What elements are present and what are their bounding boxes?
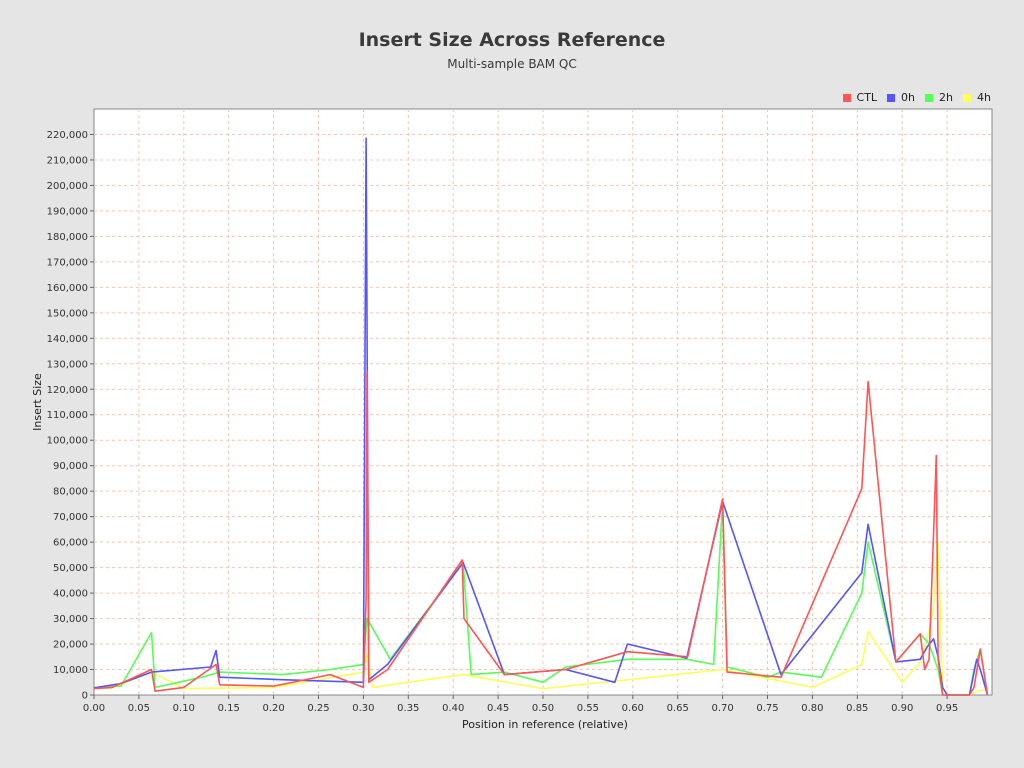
y-tick-label: 150,000 xyxy=(47,308,88,319)
x-tick-label: 0.30 xyxy=(352,703,374,714)
y-tick-label: 180,000 xyxy=(47,232,88,243)
legend-swatch-4h xyxy=(963,93,972,102)
grid-lines xyxy=(94,109,992,695)
y-tick-label: 120,000 xyxy=(47,385,88,396)
y-tick-label: 220,000 xyxy=(47,130,88,141)
x-tick-label: 0.45 xyxy=(487,703,509,714)
series-line-ctl xyxy=(93,370,989,696)
y-tick-label: 60,000 xyxy=(53,538,88,549)
x-tick-label: 0.65 xyxy=(667,703,689,714)
legend-item-0h: 0h xyxy=(887,91,915,104)
y-tick-label: 80,000 xyxy=(53,487,88,498)
x-tick-label: 0.55 xyxy=(577,703,599,714)
y-tick-label: 130,000 xyxy=(47,359,88,370)
x-tick-label: 0.85 xyxy=(846,703,868,714)
x-tick-label: 0.95 xyxy=(936,703,958,714)
y-tick-label: 50,000 xyxy=(53,563,88,574)
y-tick-label: 90,000 xyxy=(53,461,88,472)
y-tick-label: 200,000 xyxy=(47,181,88,192)
x-tick-label: 0.60 xyxy=(622,703,644,714)
x-axis-label: Position in reference (relative) xyxy=(462,718,628,731)
chart-title: Insert Size Across Reference xyxy=(358,29,666,51)
legend-label-ctl: CTL xyxy=(856,91,878,104)
x-tick-label: 0.25 xyxy=(307,703,329,714)
y-tick-label: 20,000 xyxy=(53,640,88,651)
chart-subtitle: Multi-sample BAM QC xyxy=(447,57,577,71)
legend-label-4h: 4h xyxy=(977,91,991,104)
y-axis: 0 10,000 20,000 30,000 40,000 50,000 60,000 70,… xyxy=(47,130,94,702)
x-tick-label: 0.40 xyxy=(442,703,464,714)
legend-item-4h: 4h xyxy=(963,91,991,104)
series-line-0h xyxy=(93,137,989,696)
x-tick-label: 0.35 xyxy=(397,703,419,714)
y-tick-label: 160,000 xyxy=(47,283,88,294)
y-tick-label: 0 xyxy=(82,691,88,702)
legend-item-ctl: CTL xyxy=(842,91,878,104)
x-tick-label: 0.90 xyxy=(891,703,913,714)
y-tick-label: 110,000 xyxy=(47,410,88,421)
y-tick-label: 40,000 xyxy=(53,589,88,600)
y-tick-label: 170,000 xyxy=(47,257,88,268)
y-tick-label: 100,000 xyxy=(47,436,88,447)
y-axis-label: Insert Size xyxy=(31,373,44,431)
y-tick-label: 70,000 xyxy=(53,512,88,523)
x-tick-label: 0.15 xyxy=(218,703,240,714)
chart-legend: CTL 0h 2h 4h xyxy=(842,91,991,104)
x-tick-label: 0.70 xyxy=(711,703,733,714)
x-tick-label: 0.75 xyxy=(756,703,778,714)
legend-label-2h: 2h xyxy=(939,91,954,104)
x-tick-label: 0.80 xyxy=(801,703,823,714)
y-tick-label: 140,000 xyxy=(47,334,88,345)
legend-swatch-ctl xyxy=(842,93,851,102)
x-tick-label: 0.10 xyxy=(173,703,195,714)
x-tick-label: 0.50 xyxy=(532,703,554,714)
y-tick-label: 30,000 xyxy=(53,614,88,625)
series-line-2h xyxy=(93,500,989,696)
legend-label-0h: 0h xyxy=(901,91,916,104)
y-tick-label: 210,000 xyxy=(47,155,88,166)
x-axis: 0.00 0.05 0.10 0.15 0.20 0.25 0.30 0.35 0.40 0.45… xyxy=(83,695,958,714)
legend-swatch-2h xyxy=(925,93,934,102)
x-tick-label: 0.05 xyxy=(128,703,150,714)
y-tick-label: 10,000 xyxy=(53,665,88,676)
legend-swatch-0h xyxy=(887,93,896,102)
x-tick-label: 0.00 xyxy=(83,703,105,714)
series-layer xyxy=(93,137,989,696)
legend-item-2h: 2h xyxy=(925,91,953,104)
y-tick-label: 190,000 xyxy=(47,206,88,217)
x-tick-label: 0.20 xyxy=(262,703,284,714)
